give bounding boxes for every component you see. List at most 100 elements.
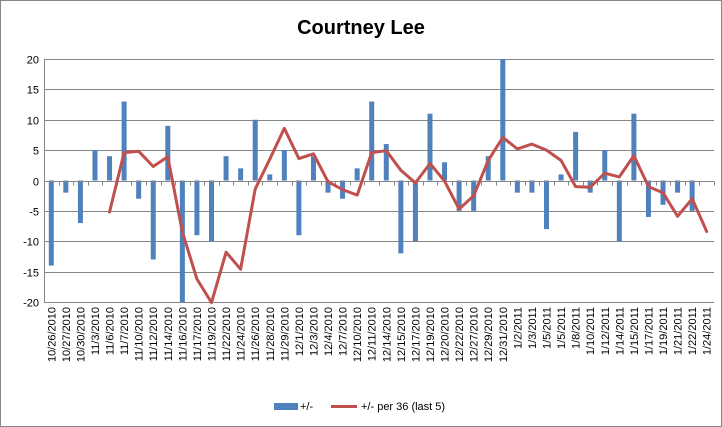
bar [310, 156, 316, 181]
x-tick-label: 11/24/2010 [236, 307, 248, 361]
bar [689, 180, 695, 211]
x-tick-labels: 10/26/2010 10/27/2010 10/30/2010 11/3/2010 1… [46, 307, 713, 362]
x-tick-label: 11/17/2010 [192, 307, 204, 361]
x-tick-label: 12/31/2010 [498, 307, 510, 362]
bar [456, 180, 462, 211]
x-tick-label: 10/26/2010 [46, 307, 58, 362]
x-tick-label: 12/20/2010 [440, 307, 452, 362]
bar [573, 131, 579, 181]
x-tick-label: 11/12/2010 [148, 307, 160, 361]
x-tick-label: 1/21/2011 [673, 307, 685, 355]
bar [354, 168, 360, 181]
x-tick-label: 11/22/2010 [221, 307, 233, 361]
x-tick-label: 12/1/2010 [294, 307, 306, 356]
x-tick-label: 11/26/2010 [250, 307, 262, 361]
x-tick-label: 12/22/2010 [454, 307, 466, 362]
bar [383, 144, 389, 181]
y-tick-label: -20 [23, 298, 39, 310]
x-tick-label: 1/17/2011 [644, 307, 656, 355]
bar [223, 156, 229, 181]
bar [150, 180, 156, 260]
bar [252, 119, 258, 181]
legend: +/- +/- per 36 (last 5) [274, 401, 445, 413]
y-tick-label: 15 [27, 85, 39, 97]
bar [485, 156, 491, 181]
bar-series [48, 59, 695, 302]
y-tick-label: 20 [27, 55, 39, 67]
line-series [108, 126, 709, 305]
bar [558, 174, 564, 181]
x-tick-label: 1/3/2011 [527, 307, 539, 349]
x-tick-label: 12/4/2010 [323, 307, 335, 356]
bar [267, 174, 273, 181]
bar [296, 180, 302, 236]
bar [412, 180, 418, 242]
x-tick-label: 12/14/2010 [381, 307, 393, 362]
bar [165, 125, 171, 181]
bar [121, 101, 127, 181]
bar [514, 180, 520, 193]
legend-line-label: +/- per 36 (last 5) [361, 401, 445, 413]
x-tick-label: 12/3/2010 [309, 307, 321, 356]
x-tick-label: 12/10/2010 [352, 307, 364, 362]
x-tick-label: 1/5/2011 [542, 307, 554, 349]
bar [194, 180, 200, 236]
x-tick-label: 1/2/2011 [512, 307, 524, 349]
x-tick-label: 1/19/2011 [658, 307, 670, 355]
x-tick-label: 11/7/2010 [119, 307, 131, 355]
x-tick-label: 1/14/2011 [614, 307, 626, 355]
legend-bar-label: +/- [300, 401, 313, 413]
bar [602, 150, 608, 181]
y-tick-label: 0 [33, 177, 39, 189]
bar [631, 113, 637, 181]
legend-bar-swatch [274, 403, 298, 410]
x-tick-label: 1/5/2011 [556, 307, 568, 349]
x-tick-label: 12/11/2010 [367, 307, 379, 361]
bar [398, 180, 404, 254]
bar [107, 156, 113, 181]
chart-title: Courtney Lee [297, 17, 425, 39]
x-tick-label: 1/24/2011 [702, 307, 714, 355]
bar [616, 180, 622, 242]
x-tick-label: 12/7/2010 [338, 307, 350, 356]
bar [500, 59, 506, 181]
series-line [108, 126, 709, 305]
y-tick-label: 10 [27, 116, 39, 128]
bar [645, 180, 651, 217]
bar [209, 180, 214, 242]
bar [92, 150, 98, 181]
bar [179, 180, 185, 302]
y-tick-label: -10 [23, 237, 39, 249]
x-tick-label: 11/6/2010 [105, 307, 117, 355]
x-tick-label: 12/17/2010 [410, 307, 422, 362]
bar [427, 113, 433, 181]
bar [136, 180, 142, 199]
bar [325, 180, 331, 193]
x-tick-label: 1/10/2011 [585, 307, 597, 355]
x-tick-label: 10/30/2010 [75, 307, 87, 362]
x-tick-label: 11/10/2010 [134, 307, 146, 361]
bar [675, 180, 681, 193]
y-tick-labels: -20 -15 -10 -5 0 5 10 15 20 [23, 55, 39, 310]
x-tick-label: 11/16/2010 [177, 307, 189, 361]
x-tick-label: 1/15/2011 [629, 307, 641, 355]
x-tick-label: 11/3/2010 [90, 307, 102, 355]
x-tick-label: 12/29/2010 [483, 307, 495, 362]
x-tick-label: 11/29/2010 [279, 307, 291, 361]
bar [544, 180, 549, 230]
bar [48, 180, 54, 266]
bar [238, 168, 244, 181]
bar [442, 162, 448, 181]
x-tick-label: 1/8/2011 [571, 307, 583, 349]
x-tick-label: 1/22/2011 [687, 307, 699, 355]
x-tick-label: 12/19/2010 [425, 307, 437, 362]
y-tick-label: -15 [23, 268, 39, 280]
x-tick-label: 11/19/2010 [207, 307, 219, 361]
x-tick-label: 1/12/2011 [600, 307, 612, 355]
bar [529, 180, 535, 193]
x-tick-label: 10/27/2010 [61, 307, 73, 362]
x-tick-label: 12/15/2010 [396, 307, 408, 362]
bar [63, 180, 69, 193]
